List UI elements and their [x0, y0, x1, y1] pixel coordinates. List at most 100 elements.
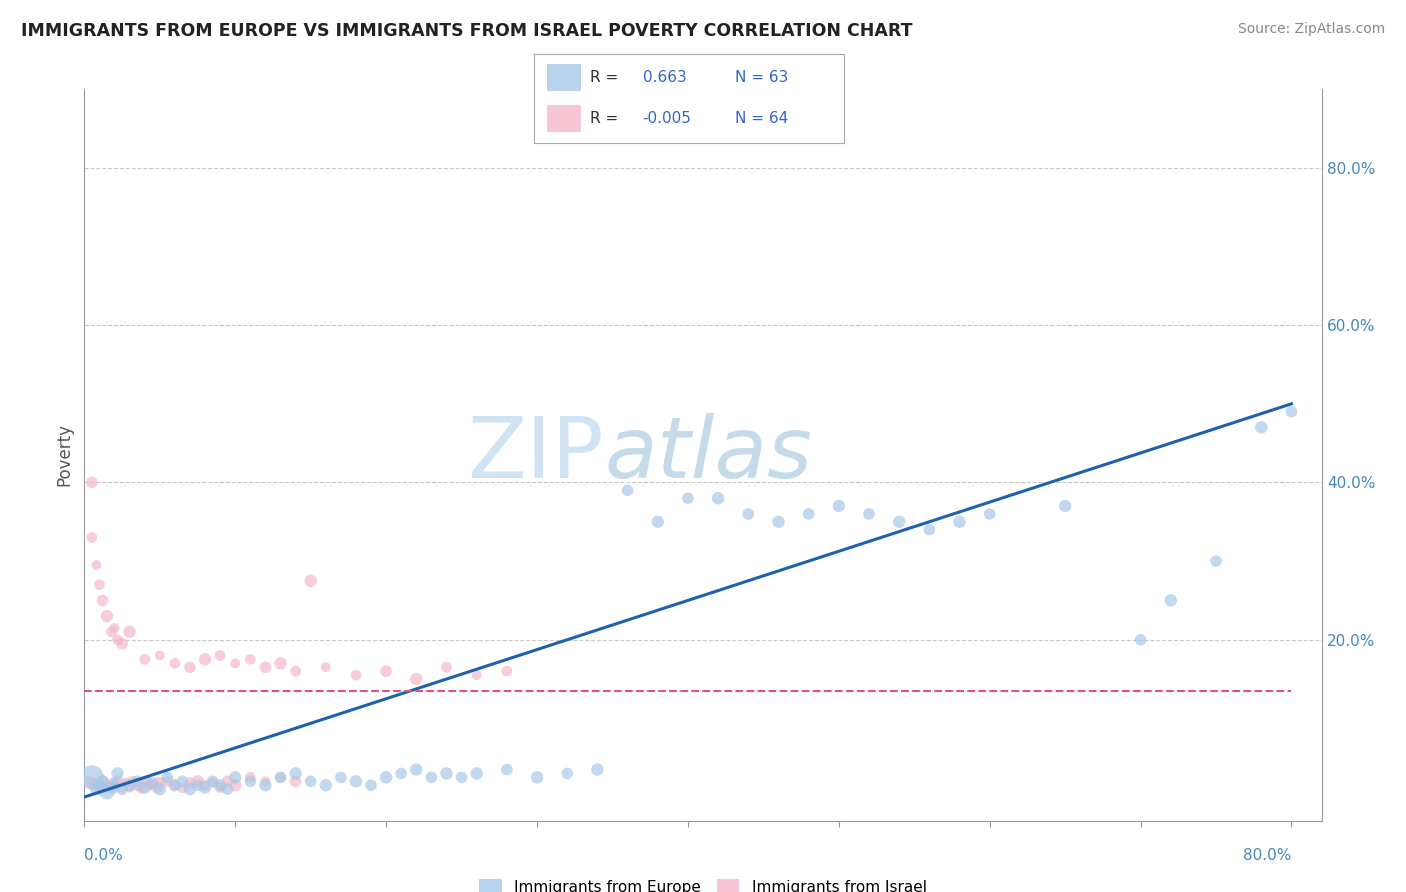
Point — [103, 621, 125, 635]
Point — [156, 771, 179, 785]
Point — [194, 778, 217, 792]
Point — [209, 648, 232, 663]
Point — [217, 774, 239, 789]
Point — [526, 771, 548, 785]
Point — [1281, 405, 1303, 419]
Point — [179, 660, 201, 674]
Text: Source: ZipAtlas.com: Source: ZipAtlas.com — [1237, 22, 1385, 37]
Point — [80, 531, 103, 545]
Point — [141, 778, 163, 792]
Point — [96, 609, 118, 624]
Point — [254, 660, 277, 674]
Point — [270, 657, 292, 671]
Point — [299, 774, 322, 789]
Point — [707, 491, 730, 505]
Point — [676, 491, 699, 505]
Point — [163, 778, 186, 792]
Point — [194, 652, 217, 666]
Point — [555, 766, 578, 780]
Point — [1160, 593, 1182, 607]
Point — [1129, 632, 1152, 647]
Point — [1205, 554, 1227, 568]
Point — [100, 776, 122, 790]
Point — [179, 776, 201, 790]
Point — [797, 507, 820, 521]
Point — [375, 664, 398, 678]
Legend: Immigrants from Europe, Immigrants from Israel: Immigrants from Europe, Immigrants from … — [474, 872, 932, 892]
Point — [107, 774, 129, 789]
Point — [77, 774, 100, 789]
Point — [136, 774, 159, 789]
Point — [118, 780, 141, 795]
Point — [389, 766, 412, 780]
Text: ZIP: ZIP — [468, 413, 605, 497]
Point — [149, 782, 172, 797]
Point — [103, 780, 125, 795]
Point — [239, 652, 262, 666]
Point — [270, 771, 292, 785]
Point — [201, 776, 224, 790]
Point — [84, 776, 107, 790]
Point — [858, 507, 880, 521]
Point — [405, 672, 427, 686]
Point — [163, 657, 186, 671]
Point — [315, 778, 337, 792]
Point — [254, 774, 277, 789]
Point — [495, 763, 517, 777]
Point — [1054, 499, 1077, 513]
Point — [450, 771, 472, 785]
Point — [107, 766, 129, 780]
Bar — [547, 105, 581, 132]
Text: -0.005: -0.005 — [643, 112, 692, 126]
Point — [111, 637, 134, 651]
Point — [239, 774, 262, 789]
Point — [89, 780, 111, 795]
Point — [495, 664, 517, 678]
Point — [134, 776, 156, 790]
Point — [186, 778, 208, 792]
Point — [616, 483, 638, 498]
Point — [96, 783, 118, 797]
Point — [436, 766, 458, 780]
Point — [465, 766, 488, 780]
Point — [405, 763, 427, 777]
Point — [86, 558, 108, 572]
Point — [103, 776, 125, 790]
Text: 80.0%: 80.0% — [1243, 848, 1292, 863]
Point — [89, 778, 111, 792]
Point — [979, 507, 1001, 521]
Point — [86, 782, 108, 797]
Point — [91, 774, 114, 789]
Point — [224, 771, 246, 785]
Point — [948, 515, 970, 529]
Point — [131, 780, 153, 795]
Point — [299, 574, 322, 588]
Point — [134, 780, 156, 795]
Point — [239, 771, 262, 785]
Point — [121, 774, 143, 789]
Point — [284, 766, 307, 780]
Point — [80, 778, 103, 792]
Point — [115, 776, 138, 790]
Point — [465, 668, 488, 682]
Text: N = 64: N = 64 — [735, 112, 789, 126]
Point — [194, 780, 217, 795]
Point — [91, 774, 114, 789]
Text: 0.0%: 0.0% — [84, 848, 124, 863]
Point — [118, 624, 141, 639]
Point — [344, 774, 367, 789]
Point — [889, 515, 911, 529]
Point — [179, 782, 201, 797]
Point — [91, 593, 114, 607]
Text: R =: R = — [591, 112, 619, 126]
Point — [254, 778, 277, 792]
Point — [224, 778, 246, 792]
Text: atlas: atlas — [605, 413, 813, 497]
Point — [436, 660, 458, 674]
Point — [80, 771, 103, 785]
Point — [360, 778, 382, 792]
Point — [96, 778, 118, 792]
Point — [647, 515, 669, 529]
Point — [156, 774, 179, 789]
Point — [118, 778, 141, 792]
